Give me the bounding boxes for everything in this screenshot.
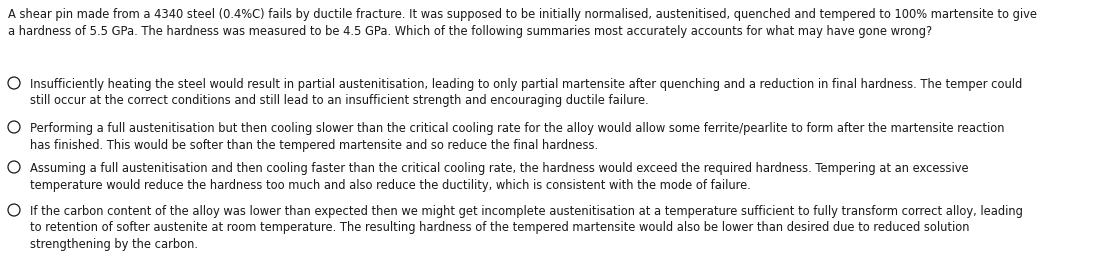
- Text: Performing a full austenitisation but then cooling slower than the critical cool: Performing a full austenitisation but th…: [30, 122, 1004, 152]
- Text: Assuming a full austenitisation and then cooling faster than the critical coolin: Assuming a full austenitisation and then…: [30, 162, 969, 192]
- Text: A shear pin made from a 4340 steel (0.4%C) fails by ductile fracture. It was sup: A shear pin made from a 4340 steel (0.4%…: [8, 8, 1037, 38]
- Text: If the carbon content of the alloy was lower than expected then we might get inc: If the carbon content of the alloy was l…: [30, 205, 1023, 251]
- Text: Insufficiently heating the steel would result in partial austenitisation, leadin: Insufficiently heating the steel would r…: [30, 78, 1022, 107]
